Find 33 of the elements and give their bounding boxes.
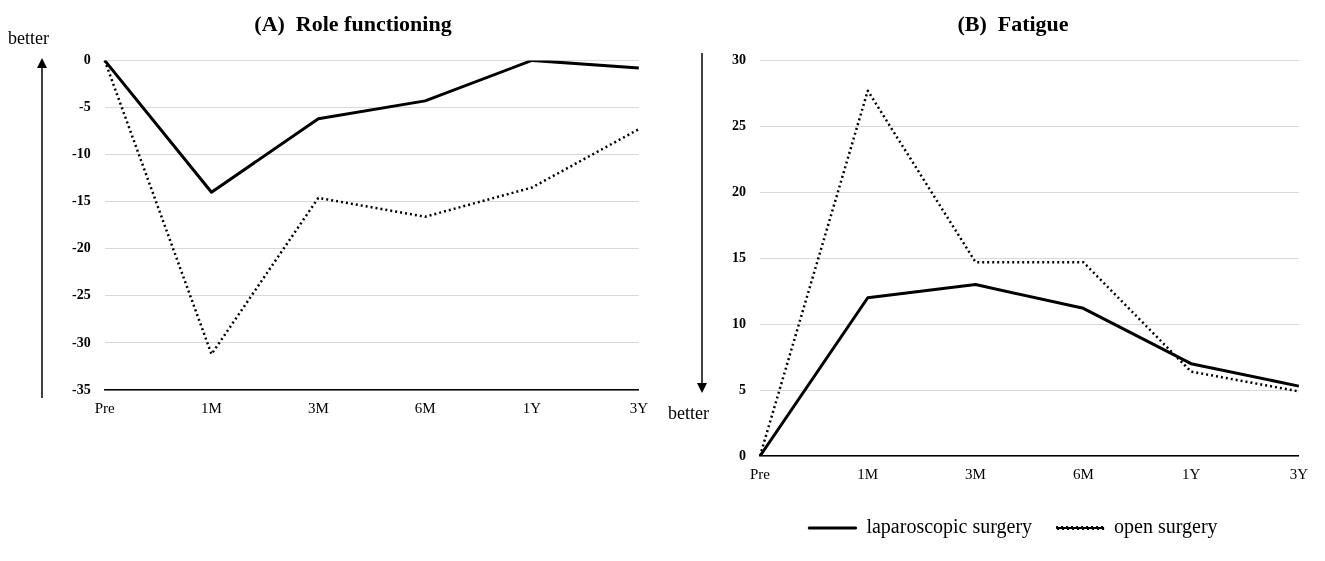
legend-label: laparoscopic surgery [866, 515, 1033, 539]
y-tick-label: -10 [71, 146, 91, 162]
y-tick-label: 0 [739, 447, 746, 463]
x-tick-label: 3Y [1289, 465, 1309, 482]
x-tick-label: 3M [307, 399, 329, 416]
legend-label: open surgery [1114, 515, 1218, 539]
y-tick-label: -5 [78, 99, 91, 115]
x-tick-label: 1M [201, 399, 222, 416]
x-tick-label: 1Y [522, 399, 542, 416]
y-axis-title: better [8, 28, 49, 49]
x-tick-label: 1Y [1181, 465, 1201, 482]
x-tick-label: 3M [965, 465, 986, 482]
x-tick-label: 3Y [629, 399, 649, 416]
y-tick-label: -15 [71, 193, 91, 209]
y-tick-label: 5 [739, 381, 746, 397]
x-tick-label: 1M [857, 465, 879, 482]
x-tick-label: 6M [414, 399, 436, 416]
chart-title: (A) Role functioning [254, 10, 452, 36]
y-tick-label: 20 [732, 183, 746, 199]
y-tick-label: 30 [732, 52, 746, 68]
y-tick-label: 25 [732, 117, 746, 133]
x-tick-label: 6M [1072, 465, 1094, 482]
y-tick-label: 10 [732, 315, 746, 331]
y-tick-label: 0 [83, 52, 91, 68]
y-tick-label: -20 [71, 240, 91, 256]
y-tick-label: 15 [732, 249, 746, 265]
x-tick-label: Pre [94, 399, 115, 416]
chart-title: (B) Fatigue [957, 10, 1069, 36]
y-tick-label: -25 [71, 287, 91, 303]
y-tick-label: -35 [71, 381, 91, 397]
y-tick-label: -30 [71, 334, 91, 350]
x-tick-label: Pre [750, 465, 771, 482]
y-axis-title: better [668, 403, 709, 424]
